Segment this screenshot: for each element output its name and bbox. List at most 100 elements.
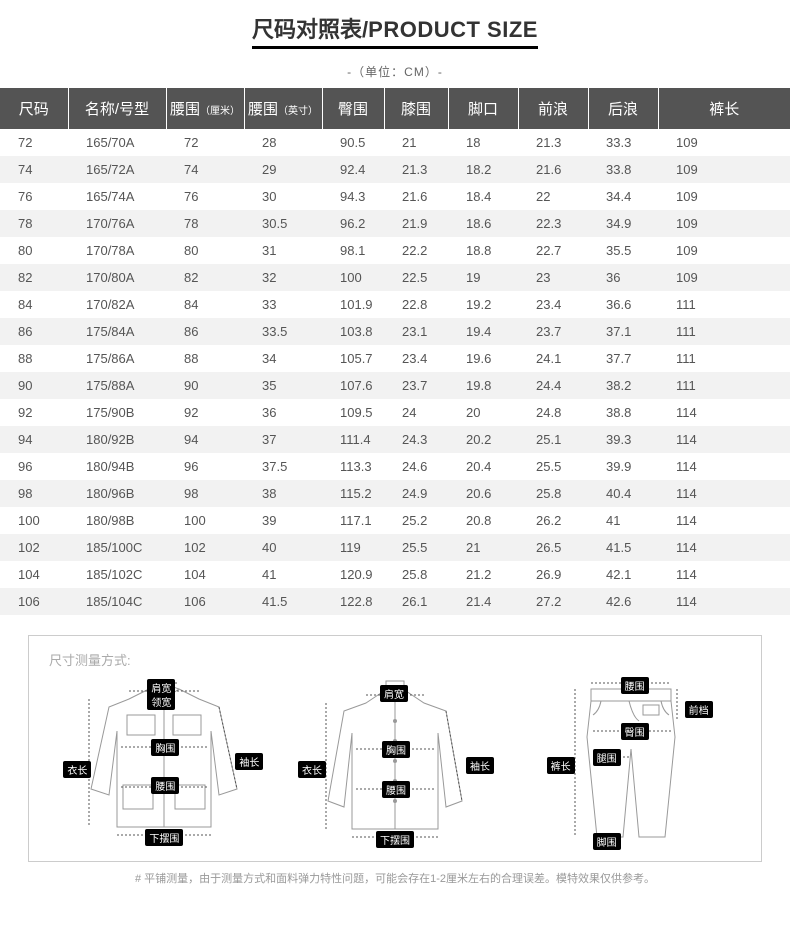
header-row: 尺码 名称/号型 腰围（厘米） 腰围（英寸） 臀围 膝围 脚口 前浪 后浪 裤长 — [0, 88, 790, 129]
shirt-diagram: 肩宽 胸围 衣长 袖长 腰围 下摆围 — [290, 677, 500, 847]
table-cell: 111 — [658, 345, 790, 372]
table-cell: 26.5 — [518, 534, 588, 561]
table-cell: 94 — [0, 426, 68, 453]
table-cell: 170/82A — [68, 291, 166, 318]
table-cell: 74 — [166, 156, 244, 183]
table-cell: 114 — [658, 399, 790, 426]
table-cell: 18 — [448, 129, 518, 156]
lbl-bodylen: 衣长 — [298, 761, 326, 778]
table-cell: 111 — [658, 291, 790, 318]
table-row: 92175/90B9236109.5242024.838.8114 — [0, 399, 790, 426]
table-cell: 109 — [658, 156, 790, 183]
table-cell: 175/88A — [68, 372, 166, 399]
th-waist-cm: 腰围（厘米） — [166, 88, 244, 129]
table-cell: 114 — [658, 480, 790, 507]
table-cell: 104 — [0, 561, 68, 588]
table-cell: 18.8 — [448, 237, 518, 264]
table-row: 80170/78A803198.122.218.822.735.5109 — [0, 237, 790, 264]
table-row: 102185/100C1024011925.52126.541.5114 — [0, 534, 790, 561]
table-cell: 42.1 — [588, 561, 658, 588]
table-row: 72165/70A722890.5211821.333.3109 — [0, 129, 790, 156]
table-cell: 109 — [658, 237, 790, 264]
table-cell: 24.4 — [518, 372, 588, 399]
unit-line: -（单位：CM）- — [0, 63, 790, 80]
table-cell: 36 — [244, 399, 322, 426]
table-cell: 20.8 — [448, 507, 518, 534]
table-cell: 92 — [0, 399, 68, 426]
table-cell: 40.4 — [588, 480, 658, 507]
table-cell: 185/104C — [68, 588, 166, 615]
table-cell: 122.8 — [322, 588, 384, 615]
lbl-foot: 脚围 — [593, 833, 621, 850]
table-cell: 180/94B — [68, 453, 166, 480]
table-cell: 18.4 — [448, 183, 518, 210]
table-cell: 86 — [166, 318, 244, 345]
table-cell: 78 — [166, 210, 244, 237]
table-cell: 36.6 — [588, 291, 658, 318]
table-row: 100180/98B10039117.125.220.826.241114 — [0, 507, 790, 534]
table-cell: 18.2 — [448, 156, 518, 183]
table-cell: 185/102C — [68, 561, 166, 588]
table-cell: 80 — [166, 237, 244, 264]
table-cell: 22.7 — [518, 237, 588, 264]
table-cell: 26.1 — [384, 588, 448, 615]
table-cell: 42.6 — [588, 588, 658, 615]
table-cell: 94.3 — [322, 183, 384, 210]
lbl-waist: 腰围 — [621, 677, 649, 694]
title-en: PRODUCT SIZE — [368, 17, 538, 42]
table-cell: 88 — [0, 345, 68, 372]
table-cell: 98.1 — [322, 237, 384, 264]
table-cell: 114 — [658, 588, 790, 615]
lbl-collar: 领宽 — [147, 693, 175, 710]
table-cell: 111 — [658, 372, 790, 399]
footnote: # 平铺测量，由于测量方式和面料弹力特性问题，可能会存在1-2厘米左右的合理误差… — [0, 870, 790, 886]
table-cell: 21 — [384, 129, 448, 156]
table-cell: 165/70A — [68, 129, 166, 156]
table-row: 106185/104C10641.5122.826.121.427.242.61… — [0, 588, 790, 615]
table-cell: 74 — [0, 156, 68, 183]
table-row: 76165/74A763094.321.618.42234.4109 — [0, 183, 790, 210]
table-cell: 38.8 — [588, 399, 658, 426]
table-cell: 115.2 — [322, 480, 384, 507]
table-cell: 98 — [0, 480, 68, 507]
table-cell: 175/84A — [68, 318, 166, 345]
table-cell: 92.4 — [322, 156, 384, 183]
table-cell: 120.9 — [322, 561, 384, 588]
table-cell: 96.2 — [322, 210, 384, 237]
table-cell: 19 — [448, 264, 518, 291]
table-cell: 32 — [244, 264, 322, 291]
table-cell: 30.5 — [244, 210, 322, 237]
table-cell: 19.6 — [448, 345, 518, 372]
table-cell: 98 — [166, 480, 244, 507]
table-cell: 92 — [166, 399, 244, 426]
table-cell: 38 — [244, 480, 322, 507]
table-cell: 21 — [448, 534, 518, 561]
table-cell: 22.3 — [518, 210, 588, 237]
table-cell: 24.6 — [384, 453, 448, 480]
table-cell: 109 — [658, 183, 790, 210]
table-cell: 21.3 — [518, 129, 588, 156]
table-cell: 19.4 — [448, 318, 518, 345]
table-cell: 20.4 — [448, 453, 518, 480]
table-cell: 26.2 — [518, 507, 588, 534]
table-cell: 86 — [0, 318, 68, 345]
table-cell: 21.6 — [384, 183, 448, 210]
table-cell: 119 — [322, 534, 384, 561]
size-table: 尺码 名称/号型 腰围（厘米） 腰围（英寸） 臀围 膝围 脚口 前浪 后浪 裤长… — [0, 88, 790, 615]
table-cell: 90.5 — [322, 129, 384, 156]
lbl-frontrise: 前档 — [685, 701, 713, 718]
th-front-rise: 前浪 — [518, 88, 588, 129]
table-cell: 29 — [244, 156, 322, 183]
table-cell: 170/78A — [68, 237, 166, 264]
table-row: 84170/82A8433101.922.819.223.436.6111 — [0, 291, 790, 318]
table-cell: 100 — [166, 507, 244, 534]
table-cell: 100 — [0, 507, 68, 534]
th-hip: 臀围 — [322, 88, 384, 129]
table-cell: 90 — [166, 372, 244, 399]
lbl-hem: 下摆围 — [376, 831, 414, 848]
table-cell: 21.4 — [448, 588, 518, 615]
table-cell: 37.7 — [588, 345, 658, 372]
lbl-sleeve: 袖长 — [235, 753, 263, 770]
table-cell: 20.2 — [448, 426, 518, 453]
pants-diagram: 腰围 前档 臀围 腿围 裤长 脚围 — [521, 677, 731, 847]
